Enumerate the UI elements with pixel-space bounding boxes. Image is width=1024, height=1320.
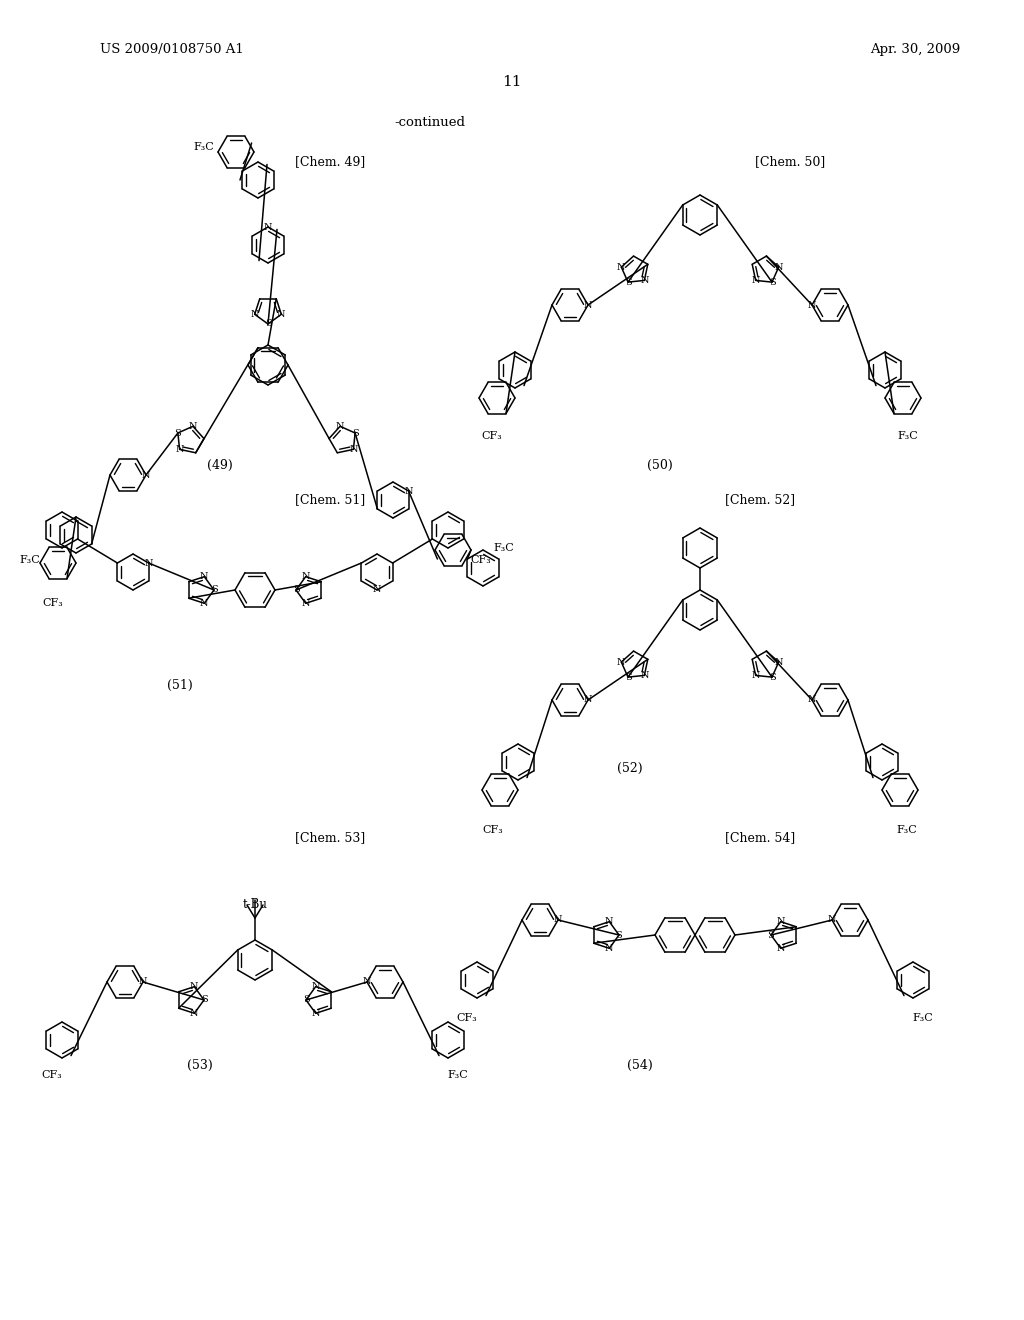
Text: N: N bbox=[774, 657, 783, 667]
Text: N: N bbox=[404, 487, 413, 495]
Text: N: N bbox=[827, 916, 837, 924]
Text: S: S bbox=[303, 995, 309, 1005]
Text: (50): (50) bbox=[647, 458, 673, 471]
Text: N: N bbox=[141, 470, 151, 479]
Text: N: N bbox=[808, 696, 816, 705]
Text: [Chem. 52]: [Chem. 52] bbox=[725, 494, 795, 507]
Text: N: N bbox=[774, 263, 783, 272]
Text: N: N bbox=[617, 263, 626, 272]
Text: CF₃: CF₃ bbox=[482, 825, 504, 836]
Text: 11: 11 bbox=[502, 75, 522, 88]
Text: F₃C: F₃C bbox=[912, 1012, 933, 1023]
Text: S: S bbox=[201, 995, 208, 1005]
Text: F₃C: F₃C bbox=[447, 1071, 468, 1080]
Text: (49): (49) bbox=[207, 458, 232, 471]
Text: N: N bbox=[617, 657, 626, 667]
Text: CF₃: CF₃ bbox=[481, 432, 503, 441]
Text: (52): (52) bbox=[617, 762, 643, 775]
Text: N: N bbox=[175, 445, 184, 454]
Text: [Chem. 54]: [Chem. 54] bbox=[725, 832, 795, 845]
Text: N: N bbox=[311, 982, 319, 991]
Text: N: N bbox=[605, 917, 613, 927]
Text: F₃C: F₃C bbox=[493, 543, 514, 553]
Text: [Chem. 53]: [Chem. 53] bbox=[295, 832, 366, 845]
Text: S: S bbox=[352, 429, 358, 437]
Text: CF₃: CF₃ bbox=[42, 1071, 62, 1080]
Text: (51): (51) bbox=[167, 678, 193, 692]
Text: N: N bbox=[373, 586, 381, 594]
Text: -continued: -continued bbox=[394, 116, 466, 128]
Text: N: N bbox=[554, 916, 562, 924]
Text: N: N bbox=[752, 671, 760, 680]
Text: F₃C: F₃C bbox=[19, 554, 40, 565]
Text: CF₃: CF₃ bbox=[470, 554, 490, 565]
Text: CF₃: CF₃ bbox=[457, 1012, 477, 1023]
Text: F₃C: F₃C bbox=[194, 143, 214, 152]
Text: t-Bu: t-Bu bbox=[243, 899, 267, 912]
Text: N: N bbox=[200, 572, 209, 581]
Text: S: S bbox=[211, 586, 217, 594]
Text: N: N bbox=[362, 978, 372, 986]
Text: F₃C: F₃C bbox=[897, 825, 918, 836]
Text: N: N bbox=[776, 917, 785, 927]
Text: N: N bbox=[776, 944, 785, 953]
Text: [Chem. 49]: [Chem. 49] bbox=[295, 156, 366, 169]
Text: N: N bbox=[336, 422, 344, 430]
Text: (54): (54) bbox=[627, 1059, 653, 1072]
Text: S: S bbox=[768, 931, 774, 940]
Text: N: N bbox=[640, 671, 648, 680]
Text: N: N bbox=[349, 445, 357, 454]
Text: N: N bbox=[311, 1008, 319, 1018]
Text: N: N bbox=[264, 223, 272, 231]
Text: S: S bbox=[615, 931, 623, 940]
Text: N: N bbox=[200, 599, 209, 607]
Text: [Chem. 51]: [Chem. 51] bbox=[295, 494, 366, 507]
Text: (53): (53) bbox=[187, 1059, 213, 1072]
Text: N: N bbox=[188, 422, 198, 430]
Text: N: N bbox=[251, 310, 259, 319]
Text: [Chem. 50]: [Chem. 50] bbox=[755, 156, 825, 169]
Text: N: N bbox=[584, 696, 592, 705]
Text: N: N bbox=[144, 558, 153, 568]
Text: N: N bbox=[605, 944, 613, 953]
Text: CF₃: CF₃ bbox=[43, 598, 63, 609]
Text: US 2009/0108750 A1: US 2009/0108750 A1 bbox=[100, 44, 244, 57]
Text: S: S bbox=[769, 673, 775, 681]
Text: N: N bbox=[301, 599, 310, 607]
Text: N: N bbox=[752, 276, 760, 285]
Text: F₃C: F₃C bbox=[898, 432, 919, 441]
Text: Apr. 30, 2009: Apr. 30, 2009 bbox=[870, 44, 961, 57]
Text: S: S bbox=[264, 319, 271, 329]
Text: N: N bbox=[278, 310, 286, 319]
Text: S: S bbox=[625, 277, 632, 286]
Text: N: N bbox=[190, 1008, 199, 1018]
Text: N: N bbox=[808, 301, 816, 309]
Text: N: N bbox=[584, 301, 592, 309]
Text: S: S bbox=[174, 429, 181, 437]
Text: N: N bbox=[301, 572, 310, 581]
Text: N: N bbox=[640, 276, 648, 285]
Text: S: S bbox=[769, 277, 775, 286]
Text: N: N bbox=[138, 978, 147, 986]
Text: S: S bbox=[293, 586, 299, 594]
Text: N: N bbox=[190, 982, 199, 991]
Text: S: S bbox=[625, 673, 632, 681]
